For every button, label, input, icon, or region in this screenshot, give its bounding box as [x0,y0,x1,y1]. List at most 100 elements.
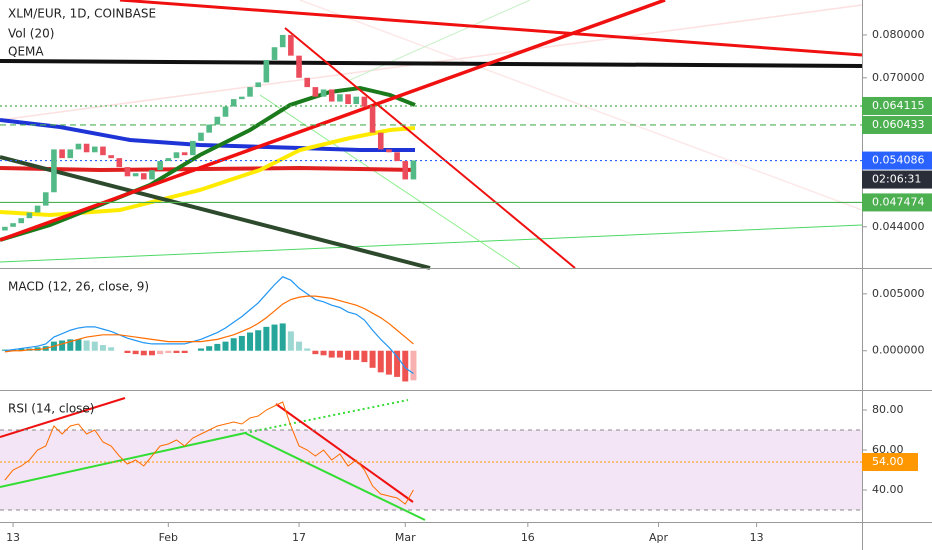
histogram-bar [238,335,245,351]
histogram-bar [279,323,286,351]
x-tick-label: 16 [521,531,535,544]
histogram-bar [287,331,294,351]
candle [328,89,335,102]
macd-line [4,295,414,353]
candle [34,205,41,213]
chart-title: XLM/EUR, 1D, COINBASE [8,7,156,21]
rsi-drawings [0,397,426,521]
candle [206,124,212,133]
histogram-bar [148,350,155,356]
histogram-bar [99,345,106,351]
y-tick-label: 0.044000 [872,220,925,233]
candle [59,149,65,159]
candle [42,192,49,206]
price-tag-label: 0.047474 [872,195,925,208]
candle [386,149,392,153]
histogram-bar [18,348,25,351]
candle [149,170,155,180]
candle [410,160,417,180]
candle [222,106,229,117]
histogram-bar [296,341,303,351]
candle [173,152,180,159]
histogram-bar [157,350,164,355]
histogram-bar [75,339,82,351]
candle [304,77,311,88]
candle [345,94,351,105]
y-tick-label: 40.00 [872,483,904,496]
candle [353,96,360,105]
y-tick-label: 0.080000 [872,28,925,41]
countdown: 02:06:31 [872,173,921,186]
candle [377,132,384,150]
price-tag [862,96,932,115]
candle [312,87,319,97]
histogram-bar [336,350,343,358]
histogram-bar [263,326,270,351]
rsi-tag-label: 54.00 [872,455,904,468]
histogram-bar [377,350,384,373]
histogram-bar [59,340,66,351]
candle [2,226,8,231]
candle [181,152,188,156]
histogram-bar [394,350,401,377]
candle [271,47,278,60]
indicator-label: QEMA [8,45,44,59]
histogram-bar [320,350,327,356]
y-tick-label: 0.000000 [872,344,925,357]
candle [337,94,343,102]
candle [361,96,368,107]
histogram-bar [108,347,115,351]
y-tick-label: 80.00 [872,403,904,416]
pane-title: MACD (12, 26, close, 9) [8,280,149,294]
candle [198,132,204,141]
macd-line [4,276,414,374]
candle [320,89,327,97]
histogram-bar [361,350,368,363]
candle [26,212,33,219]
candle [369,106,376,133]
candle [394,152,400,162]
x-tick-label: Apr [649,531,669,544]
histogram-bar [385,350,392,375]
histogram-bar [67,339,74,351]
candle [124,167,131,177]
countdown-tag [862,170,932,189]
histogram-bar [140,350,147,356]
drawings [0,0,863,270]
histogram-bar [222,341,229,351]
histogram-bar [328,350,335,358]
candle [296,55,302,78]
candle [239,96,245,100]
x-tick-label: Feb [159,531,178,544]
histogram-bar [197,348,204,351]
histogram-bar [230,338,237,351]
candle [255,82,261,88]
pane-title: RSI (14, close) [8,402,94,416]
histogram-bar [345,350,352,360]
candle [18,218,25,224]
y-tick-label: 60.00 [872,443,904,456]
candle [157,161,163,171]
histogram-bar [369,350,376,368]
x-tick-label: 17 [292,531,306,544]
x-tick-label: 13 [6,531,20,544]
candle [108,155,114,159]
histogram-bar [83,340,90,351]
histogram-bar [165,350,172,354]
price-tag [862,115,932,134]
candle [100,146,106,156]
candle [67,149,74,159]
histogram-bar [304,348,311,351]
histogram-bar [181,350,188,354]
histogram-bar [410,350,417,381]
candle [247,87,253,97]
rsi-tag [862,453,918,471]
candle [116,158,123,168]
candle [402,161,409,180]
candle [10,223,16,227]
histogram-bar [214,343,221,351]
candle [288,34,294,56]
rsi-band [0,430,862,510]
candle [51,149,57,193]
